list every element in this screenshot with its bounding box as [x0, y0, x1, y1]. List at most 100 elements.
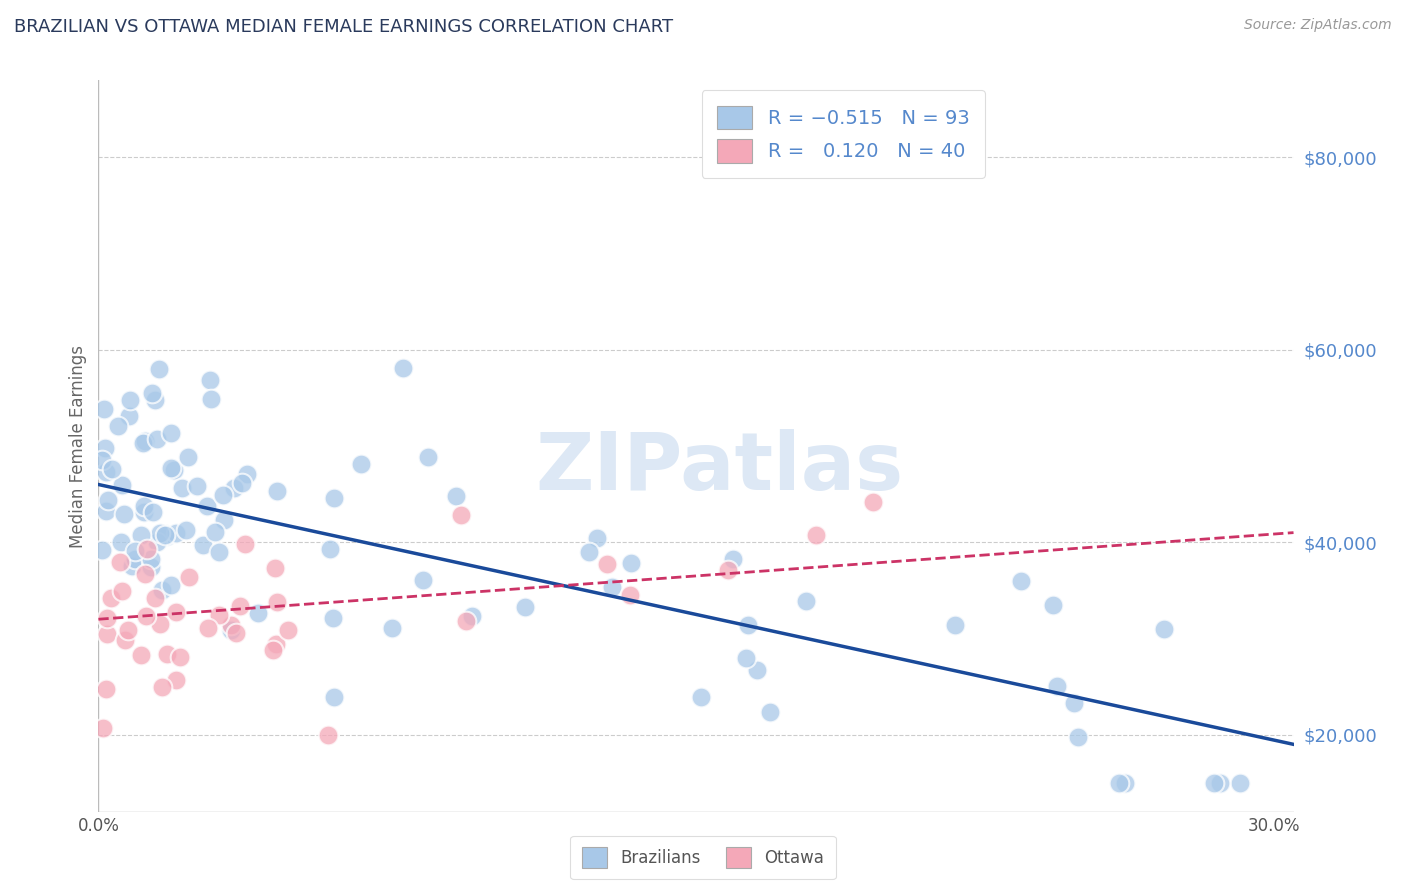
Point	[235, 537, 257, 551]
Point	[165, 605, 187, 619]
Point	[804, 528, 827, 542]
Point	[149, 617, 172, 632]
Point	[121, 559, 143, 574]
Point	[163, 463, 186, 477]
Point	[165, 673, 187, 687]
Point	[146, 535, 169, 549]
Point	[177, 570, 200, 584]
Point	[94, 441, 117, 455]
Point	[155, 526, 177, 541]
Point	[176, 524, 198, 538]
Point	[129, 648, 152, 663]
Legend: R = −0.515   N = 93, R =   0.120   N = 40: R = −0.515 N = 93, R = 0.120 N = 40	[702, 90, 986, 178]
Point	[231, 475, 253, 490]
Point	[1229, 776, 1251, 790]
Point	[129, 528, 152, 542]
Point	[381, 621, 404, 635]
Point	[150, 680, 173, 694]
Point	[1204, 776, 1226, 790]
Point	[1114, 776, 1136, 790]
Point	[264, 636, 287, 650]
Point	[108, 555, 131, 569]
Point	[446, 490, 468, 504]
Point	[91, 453, 114, 467]
Point	[160, 460, 183, 475]
Point	[94, 466, 117, 480]
Point	[450, 508, 472, 523]
Point	[141, 386, 163, 401]
Point	[1067, 730, 1090, 744]
Point	[225, 626, 247, 640]
Point	[112, 507, 135, 521]
Point	[97, 493, 120, 508]
Point	[139, 552, 162, 566]
Point	[862, 495, 884, 509]
Point	[745, 663, 768, 677]
Point	[392, 360, 415, 375]
Point	[322, 690, 344, 704]
Text: ZIPatlas: ZIPatlas	[536, 429, 904, 507]
Point	[204, 524, 226, 539]
Point	[186, 479, 208, 493]
Point	[620, 556, 643, 570]
Text: Source: ZipAtlas.com: Source: ZipAtlas.com	[1244, 18, 1392, 32]
Point	[197, 621, 219, 635]
Point	[198, 373, 221, 387]
Point	[264, 561, 287, 575]
Point	[513, 599, 536, 614]
Point	[169, 649, 191, 664]
Point	[165, 525, 187, 540]
Point	[134, 434, 156, 449]
Point	[111, 583, 134, 598]
Point	[266, 595, 288, 609]
Point	[277, 623, 299, 637]
Point	[170, 481, 193, 495]
Point	[461, 608, 484, 623]
Point	[160, 426, 183, 441]
Point	[794, 594, 817, 608]
Point	[124, 551, 146, 566]
Point	[195, 499, 218, 513]
Point	[111, 478, 134, 492]
Point	[1046, 679, 1069, 693]
Point	[208, 545, 231, 559]
Point	[1153, 622, 1175, 636]
Point	[124, 544, 146, 558]
Point	[323, 491, 346, 506]
Point	[96, 627, 118, 641]
Y-axis label: Median Female Earnings: Median Female Earnings	[69, 344, 87, 548]
Point	[160, 578, 183, 592]
Point	[143, 393, 166, 408]
Point	[120, 392, 142, 407]
Point	[208, 607, 231, 622]
Point	[734, 651, 756, 665]
Point	[107, 419, 129, 434]
Point	[96, 504, 118, 518]
Point	[114, 632, 136, 647]
Point	[177, 450, 200, 465]
Point	[319, 542, 342, 557]
Point	[146, 432, 169, 446]
Point	[229, 599, 252, 614]
Point	[143, 591, 166, 605]
Point	[132, 500, 155, 514]
Point	[737, 618, 759, 632]
Point	[100, 591, 122, 606]
Point	[266, 483, 288, 498]
Point	[96, 611, 118, 625]
Point	[136, 541, 159, 556]
Point	[316, 728, 339, 742]
Point	[578, 545, 600, 559]
Point	[132, 505, 155, 519]
Point	[456, 614, 478, 628]
Point	[91, 543, 114, 558]
Point	[149, 525, 172, 540]
Point	[1209, 776, 1232, 790]
Point	[142, 505, 165, 519]
Point	[219, 623, 242, 637]
Point	[596, 557, 619, 571]
Point	[1063, 696, 1085, 710]
Point	[155, 529, 177, 543]
Point	[135, 609, 157, 624]
Point	[110, 534, 132, 549]
